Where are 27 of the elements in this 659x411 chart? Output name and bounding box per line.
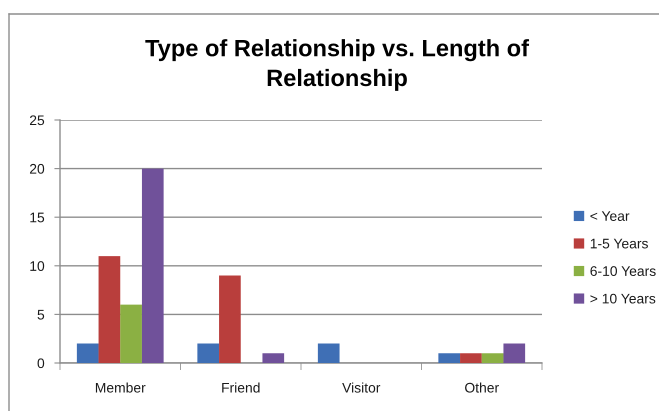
- y-tick-label: 20: [30, 164, 44, 174]
- y-tick-label: 5: [38, 310, 44, 320]
- bar: [142, 168, 164, 363]
- bar: [503, 344, 526, 363]
- x-tick-label: Friend: [222, 382, 260, 393]
- legend-label: > 10 Years: [590, 294, 656, 304]
- x-tick-label: Other: [465, 382, 499, 393]
- bar: [76, 344, 99, 363]
- legend-label: 6-10 Years: [590, 266, 656, 276]
- bar: [98, 256, 120, 363]
- bar: [482, 353, 504, 363]
- x-tick-label: Visitor: [342, 382, 380, 393]
- y-tick-label: 10: [30, 261, 44, 271]
- y-tick-label: 25: [30, 115, 44, 126]
- x-tick-label: Member: [96, 382, 146, 393]
- legend-label: 1-5 Years: [590, 238, 648, 248]
- bar: [318, 344, 340, 363]
- y-tick-label: 15: [30, 212, 44, 222]
- bar: [120, 304, 142, 363]
- bar: [262, 353, 284, 363]
- bar: [460, 353, 482, 363]
- chart-title: Type of Relationship vs. Length of Relationship: [145, 39, 530, 91]
- bar: [197, 344, 220, 363]
- y-tick-label: 0: [38, 358, 44, 368]
- bar: [438, 353, 460, 363]
- legend-label: < Year: [590, 211, 630, 221]
- bar: [219, 276, 241, 363]
